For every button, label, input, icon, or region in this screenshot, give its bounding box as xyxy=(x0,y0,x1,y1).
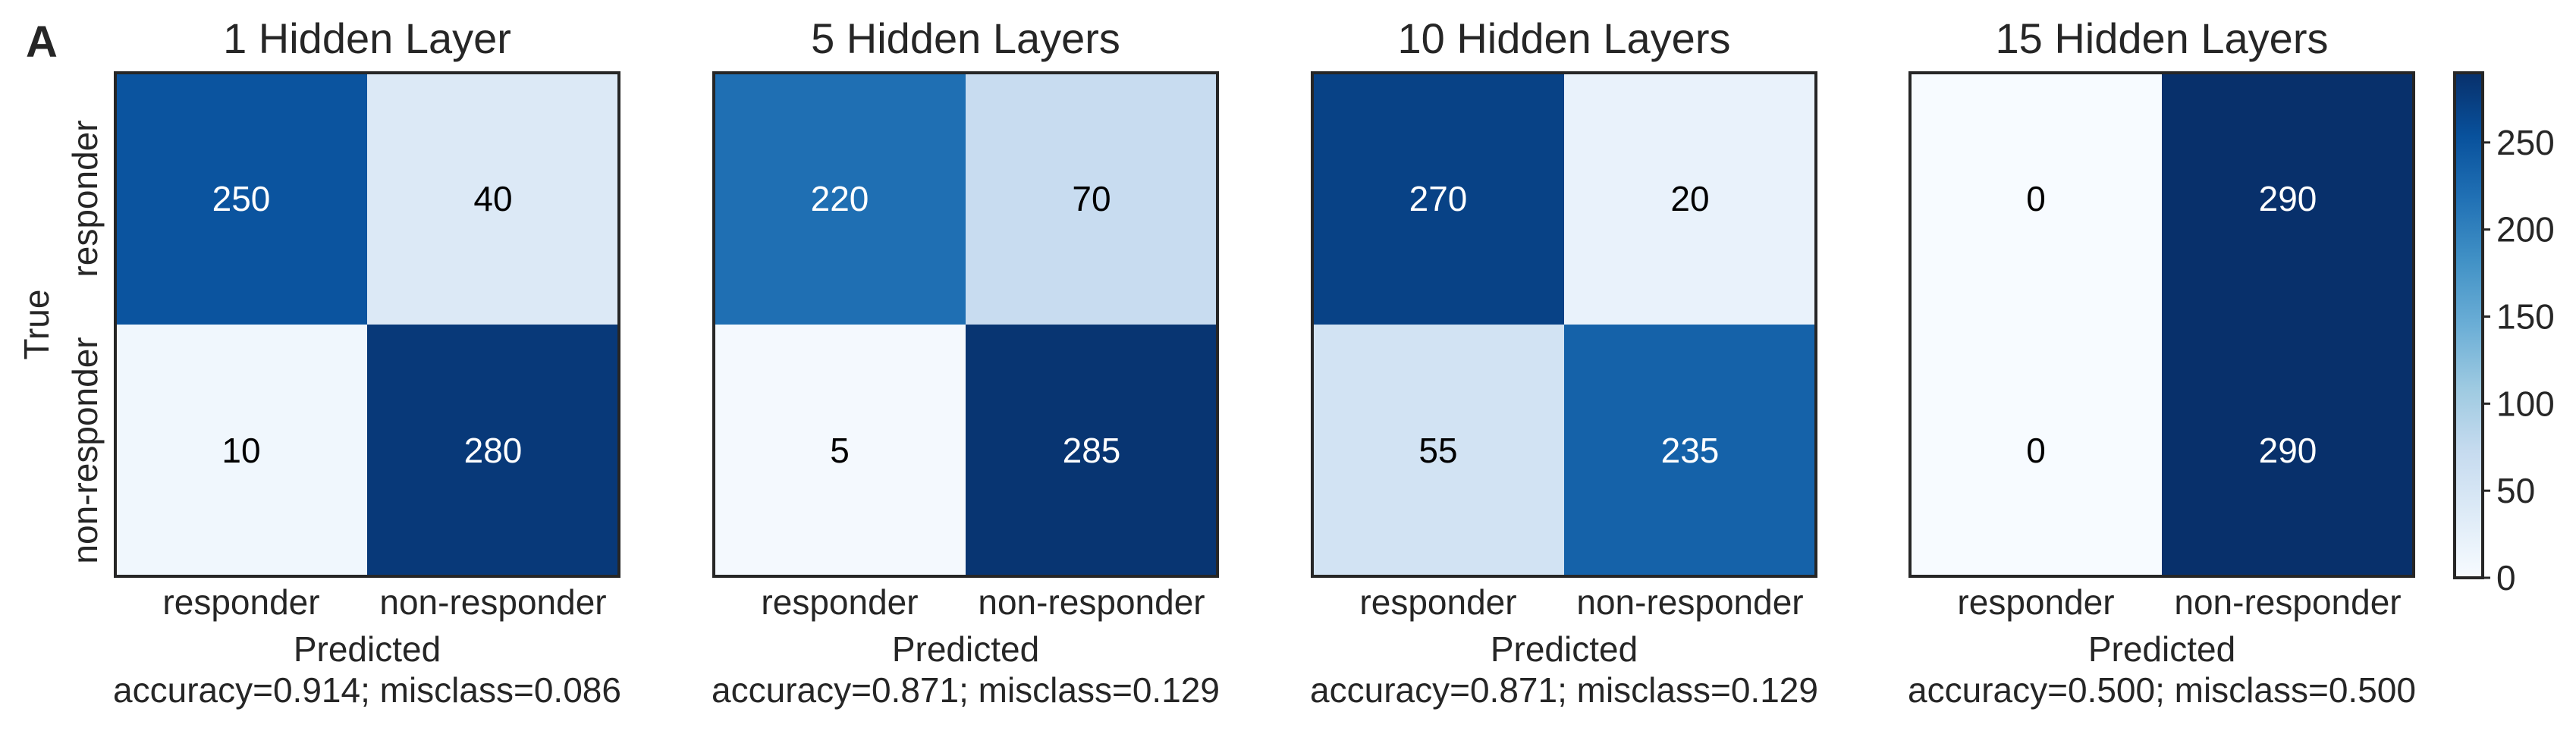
heatmap-panel: 270 20 55 235 10 Hidden Layers responder non-r… xyxy=(1310,14,1818,710)
x-axis-label: Predicted xyxy=(892,629,1039,669)
x-tick-label: responder xyxy=(1359,582,1516,622)
x-axis-label: Predicted xyxy=(294,629,441,669)
colorbar-tick-label: 50 xyxy=(2496,471,2535,510)
panel-letter: A xyxy=(26,17,58,67)
heatmap-cell xyxy=(714,73,966,325)
cell-value-label: 285 xyxy=(1063,431,1121,470)
y-tick-label: responder xyxy=(65,120,105,277)
heatmap-cell xyxy=(1312,73,1564,325)
x-tick-label: responder xyxy=(761,582,918,622)
heatmap-cell xyxy=(966,325,1217,576)
heatmap-frame xyxy=(1908,71,2415,578)
heatmap-cell xyxy=(2162,325,2414,576)
heatmap-cell xyxy=(115,325,367,576)
cell-value-label: 290 xyxy=(2259,431,2317,470)
heatmap-cell xyxy=(1910,325,2162,576)
cell-value-label: 270 xyxy=(1409,179,1468,218)
y-axis-label: True xyxy=(17,290,56,360)
cell-value-label: 0 xyxy=(2026,179,2046,218)
colorbar-ticks: 0 50 100 150 200 250 xyxy=(2483,123,2555,598)
heatmap-panel: 0 290 0 290 15 Hidden Layers responder non-res… xyxy=(1908,14,2416,710)
cell-value-label: 0 xyxy=(2026,431,2046,470)
cell-value-label: 290 xyxy=(2259,179,2317,218)
colorbar-tick-label: 0 xyxy=(2496,558,2516,598)
x-axis-label: Predicted xyxy=(2088,629,2235,669)
heatmap-cell xyxy=(367,325,619,576)
heatmap-panel: 250 40 10 280 1 Hidden Layer responder non-res… xyxy=(17,14,621,710)
heatmap-cell xyxy=(2162,73,2414,325)
panel-title: 10 Hidden Layers xyxy=(1398,14,1731,62)
heatmap-cell xyxy=(1312,325,1564,576)
heatmap-frame xyxy=(712,71,1219,578)
cell-value-label: 70 xyxy=(1072,179,1111,218)
heatmap-cell xyxy=(115,73,367,325)
x-tick-label: non-responder xyxy=(2174,582,2401,622)
accuracy-caption: accuracy=0.500; misclass=0.500 xyxy=(1908,670,2416,710)
x-axis-label: Predicted xyxy=(1491,629,1638,669)
heatmap-frame xyxy=(1311,71,1817,578)
cell-value-label: 250 xyxy=(212,179,271,218)
heatmap-cell xyxy=(1910,73,2162,325)
panel-title: 1 Hidden Layer xyxy=(223,14,511,62)
cell-value-label: 10 xyxy=(221,431,260,470)
cell-value-label: 280 xyxy=(464,431,523,470)
x-tick-label: responder xyxy=(162,582,319,622)
heatmap-cell xyxy=(966,73,1217,325)
x-tick-label: non-responder xyxy=(1576,582,1803,622)
x-tick-label: non-responder xyxy=(978,582,1205,622)
cell-value-label: 235 xyxy=(1661,431,1720,470)
cell-value-label: 5 xyxy=(830,431,850,470)
x-tick-label: responder xyxy=(1957,582,2114,622)
heatmap-cell xyxy=(714,325,966,576)
heatmap-frame xyxy=(114,71,620,578)
panel-title: 5 Hidden Layers xyxy=(811,14,1120,62)
heatmap-panel: 220 70 5 285 5 Hidden Layers responder non-res… xyxy=(712,14,1220,710)
cell-value-label: 40 xyxy=(473,179,512,218)
heatmap-cell xyxy=(1564,73,1816,325)
cell-value-label: 220 xyxy=(811,179,869,218)
cell-value-label: 55 xyxy=(1418,431,1457,470)
accuracy-caption: accuracy=0.871; misclass=0.129 xyxy=(712,670,1220,710)
heatmap-panels: 250 40 10 280 1 Hidden Layer responder non-res… xyxy=(17,14,2416,710)
panel-title: 15 Hidden Layers xyxy=(1996,14,2329,62)
cell-value-label: 20 xyxy=(1670,179,1709,218)
accuracy-caption: accuracy=0.914; misclass=0.086 xyxy=(113,670,621,710)
colorbar-tick-label: 250 xyxy=(2496,123,2555,162)
heatmap-cell xyxy=(367,73,619,325)
heatmap-cell xyxy=(1564,325,1816,576)
colorbar-tick-label: 100 xyxy=(2496,384,2555,423)
y-tick-label: non-responder xyxy=(65,337,105,563)
x-tick-label: non-responder xyxy=(379,582,606,622)
colorbar-tick-label: 150 xyxy=(2496,297,2555,337)
colorbar-gradient xyxy=(2453,71,2484,579)
colorbar: 0 50 100 150 200 250 xyxy=(2453,71,2555,598)
accuracy-caption: accuracy=0.871; misclass=0.129 xyxy=(1310,670,1818,710)
colorbar-tick-label: 200 xyxy=(2496,210,2555,249)
